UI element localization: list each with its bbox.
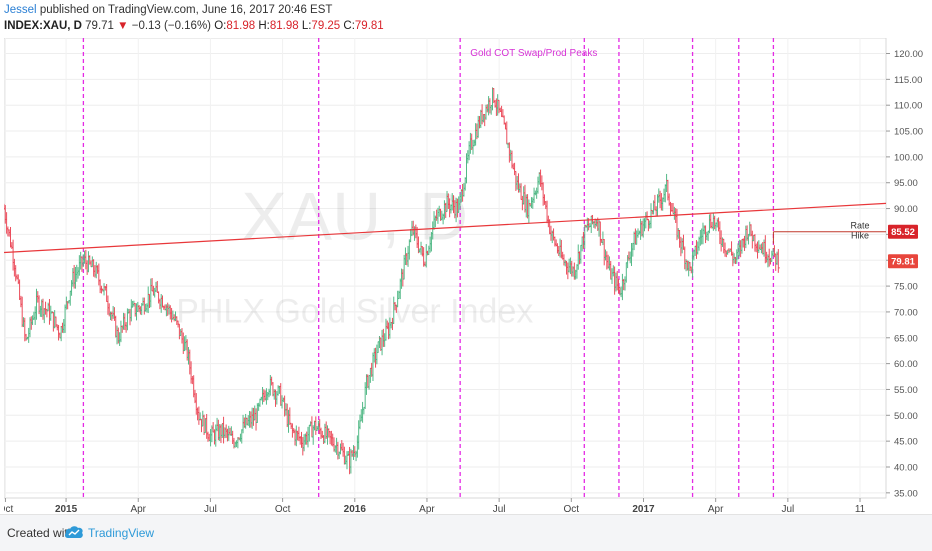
rate-hike-label-1: Rate <box>850 221 869 231</box>
publish-info: published on TradingView.com, June 16, 2… <box>39 4 333 16</box>
last-price-label: 79.81 <box>891 257 915 268</box>
created-with-label: Created with <box>7 526 75 540</box>
author-link[interactable]: Jessel <box>4 4 37 16</box>
down-triangle-icon: ▼ <box>117 20 129 32</box>
close-label: C: <box>343 20 355 32</box>
ohlc-bars <box>2 87 780 475</box>
high-label: H: <box>258 20 270 32</box>
y-tick-label: 115.00 <box>894 75 922 86</box>
x-tick-label: Oct <box>564 504 580 514</box>
y-tick-label: 110.00 <box>894 101 922 112</box>
y-tick-label: 95.00 <box>894 178 918 189</box>
price-axis[interactable]: 35.00 40.00 45.00 50.00 55.00 60.00 65.00 70.00… <box>886 49 923 499</box>
rate-hike-label-2: Hike <box>851 231 869 241</box>
chart-header: Jessel published on TradingView.com, Jun… <box>4 2 924 34</box>
x-tick-label: Oct <box>275 504 291 514</box>
rate-hike-price-label: 85.52 <box>891 227 915 238</box>
y-tick-label: 60.00 <box>894 359 918 370</box>
y-tick-label: 40.00 <box>894 462 918 473</box>
tradingview-brand-link[interactable]: TradingView <box>88 526 155 540</box>
last-price: 79.71 <box>85 20 114 32</box>
x-tick-label: Apr <box>708 504 724 514</box>
symbol-label: INDEX:XAU, D <box>4 20 82 32</box>
x-tick-label: Apr <box>130 504 146 514</box>
low-value: 79.25 <box>311 20 341 32</box>
y-tick-label: 35.00 <box>894 488 918 499</box>
x-tick-label: 11 <box>855 504 866 514</box>
grid-lines <box>4 38 886 498</box>
last-price-tag <box>888 254 918 269</box>
y-tick-label: 75.00 <box>894 282 918 293</box>
y-tick-label: 55.00 <box>894 385 918 396</box>
y-tick-label: 65.00 <box>894 333 918 344</box>
tradingview-cloud-icon <box>64 526 83 538</box>
x-tick-label: 2017 <box>632 504 655 514</box>
chart-area[interactable]: XAU, D PHLX Gold Silver Index Gold COT Sw… <box>0 37 928 515</box>
x-tick-label: 2015 <box>55 504 78 514</box>
y-tick-label: 70.00 <box>894 307 918 318</box>
y-tick-label: 120.00 <box>894 49 923 60</box>
high-value: 81.98 <box>269 20 299 32</box>
open-value: 81.98 <box>226 20 256 32</box>
x-tick-label: Apr <box>419 504 435 514</box>
plot-frame <box>3 37 887 499</box>
y-tick-label: 45.00 <box>894 437 918 448</box>
x-tick-label: Jul <box>493 504 506 514</box>
price-change: −0.13 (−0.16%) <box>131 20 212 32</box>
x-tick-label: Oct <box>4 504 13 514</box>
close-value: 79.81 <box>354 20 384 32</box>
low-label: L: <box>301 20 312 32</box>
x-tick-label: 2016 <box>344 504 367 514</box>
watermark-name: PHLX Gold Silver Index <box>176 292 533 330</box>
rate-hike-price-tag <box>888 224 918 239</box>
ohlc-bar <box>776 249 780 273</box>
publish-line: Jessel published on TradingView.com, Jun… <box>4 2 924 18</box>
time-axis[interactable]: Oct 2015 Apr Jul Oct 2016 Apr Jul Oct 2017 Apr Jul 1… <box>0 498 866 515</box>
trend-line <box>3 202 887 254</box>
y-tick-label: 90.00 <box>894 204 918 215</box>
annotation-text: Gold COT Swap/Prod Peaks <box>470 48 597 59</box>
y-tick-label: 50.00 <box>894 411 918 422</box>
footer: Created with TradingView <box>0 514 932 551</box>
y-tick-label: 105.00 <box>894 127 923 138</box>
y-tick-label: 100.00 <box>894 152 923 163</box>
ohlc-line: INDEX:XAU, D 79.71 ▼ −0.13 (−0.16%) O:81… <box>4 18 924 34</box>
open-label: O: <box>214 20 227 32</box>
x-tick-label: Jul <box>204 504 217 514</box>
x-tick-label: Jul <box>781 504 794 514</box>
